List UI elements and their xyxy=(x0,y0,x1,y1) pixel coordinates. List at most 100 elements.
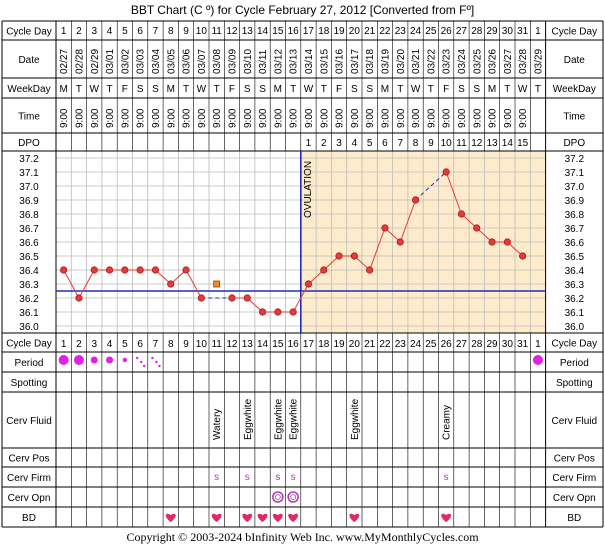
y-tick-label: 36.5 xyxy=(19,252,39,263)
row-label-period: Period xyxy=(15,358,44,369)
weekday-label: F xyxy=(443,84,449,95)
cycle-day-number: 23 xyxy=(395,26,407,37)
cycle-day-number-bottom: 1 xyxy=(61,339,67,350)
cerv-open-icon xyxy=(272,491,284,503)
weekday-label: S xyxy=(137,84,144,95)
cycle-day-number-bottom: 15 xyxy=(272,339,284,350)
period-spot-dot xyxy=(151,356,154,360)
weekday-label: T xyxy=(397,84,403,95)
cycle-day-number-bottom: 1 xyxy=(535,339,541,350)
cycle-day-number: 24 xyxy=(410,26,422,37)
row-label-weekday: WeekDay xyxy=(7,84,50,95)
date-label: 03/26 xyxy=(488,49,499,74)
temp-line-segment xyxy=(369,227,386,271)
temp-point xyxy=(396,238,404,246)
y-tick-label: 36.6 xyxy=(19,238,39,249)
period-dot xyxy=(106,356,114,364)
y-tick-label: 37.0 xyxy=(19,182,39,193)
time-label: 9:00 xyxy=(380,108,391,128)
date-label: 02/27 xyxy=(59,49,70,74)
weekday-label: T xyxy=(76,84,82,95)
dpo-number: 14 xyxy=(502,138,514,149)
bd-heart-icon xyxy=(349,513,360,522)
row-label-right-dpo: DPO xyxy=(563,138,585,149)
copyright-footer: Copyright © 2003-2024 bInfinity Web Inc.… xyxy=(126,530,479,544)
weekday-label: T xyxy=(535,84,541,95)
row-label-right-cerv-opn: Cerv Opn xyxy=(553,493,596,504)
cycle-day-number-bottom: 5 xyxy=(122,339,128,350)
temp-point xyxy=(121,266,129,274)
date-label: 03/23 xyxy=(442,49,453,74)
cerv-firm-soft: s xyxy=(291,472,296,483)
temp-point xyxy=(228,294,236,302)
dpo-number: 15 xyxy=(517,138,529,149)
time-label: 9:00 xyxy=(426,108,437,128)
cycle-day-number: 22 xyxy=(379,26,391,37)
temp-point xyxy=(151,266,160,274)
cycle-day-number: 28 xyxy=(471,26,483,37)
y-tick-label: 36.2 xyxy=(19,294,39,305)
temp-point xyxy=(289,308,297,316)
time-label: 9:00 xyxy=(472,108,483,128)
cycle-day-number: 5 xyxy=(122,26,128,37)
weekday-label: T xyxy=(428,84,434,95)
cycle-day-number: 6 xyxy=(137,26,143,37)
date-label: 03/17 xyxy=(350,49,361,74)
cycle-day-number: 9 xyxy=(183,26,189,37)
row-label-right-cerv-firm: Cerv Firm xyxy=(552,473,596,484)
dpo-number: 7 xyxy=(397,138,403,149)
time-label: 9:00 xyxy=(136,108,147,128)
time-label: 9:00 xyxy=(105,108,116,128)
row-label-cerv-pos: Cerv Pos xyxy=(8,454,49,465)
bd-heart-icon xyxy=(272,513,283,522)
weekday-label: F xyxy=(122,84,128,95)
bd-heart-icon xyxy=(441,513,452,522)
cerv-firm-soft: s xyxy=(444,472,449,483)
y-tick-label: 36.3 xyxy=(19,280,39,291)
row-label-spotting: Spotting xyxy=(11,378,48,389)
cycle-day-number: 4 xyxy=(107,26,113,37)
time-label: 9:00 xyxy=(59,108,70,128)
dpo-number: 8 xyxy=(413,138,419,149)
cycle-day-number: 16 xyxy=(288,26,300,37)
row-label-cerv-firm: Cerv Firm xyxy=(7,473,51,484)
row-label-cycle-day: Cycle Day xyxy=(6,339,52,350)
cycle-day-number: 18 xyxy=(318,26,330,37)
temp-line-segment xyxy=(399,199,417,243)
y-tick-label: 36.4 xyxy=(19,266,39,277)
y-tick-label-right: 36.8 xyxy=(565,210,585,221)
cycle-day-number: 13 xyxy=(242,26,254,37)
weekday-label: M xyxy=(381,84,389,95)
time-label: 9:00 xyxy=(396,108,407,128)
row-label-right-period: Period xyxy=(560,358,589,369)
weekday-label: S xyxy=(152,84,159,95)
cycle-day-number-bottom: 17 xyxy=(303,339,315,350)
weekday-label: M xyxy=(59,84,67,95)
row-label-cerv-opn: Cerv Opn xyxy=(8,493,51,504)
weekday-label: S xyxy=(351,84,358,95)
time-label: 9:00 xyxy=(289,108,300,128)
period-dot xyxy=(532,355,543,365)
cycle-day-number-bottom: 21 xyxy=(364,339,376,350)
period-spot-dot xyxy=(139,360,143,364)
temp-point xyxy=(457,210,466,218)
time-label: 9:00 xyxy=(120,108,131,128)
time-label: 9:00 xyxy=(350,108,361,128)
period-spot-dot xyxy=(135,356,139,360)
y-tick-label: 36.1 xyxy=(19,308,39,319)
cycle-day-number: 29 xyxy=(486,26,498,37)
date-label: 03/09 xyxy=(227,49,238,74)
cycle-day-number-bottom: 8 xyxy=(168,339,174,350)
bd-heart-icon xyxy=(257,513,268,522)
weekday-label: W xyxy=(197,84,207,95)
time-label: 9:00 xyxy=(503,108,514,128)
y-tick-label: 36.0 xyxy=(19,322,39,333)
y-tick-label-right: 36.3 xyxy=(565,280,585,291)
period-spot-dot xyxy=(155,360,158,364)
y-tick-label-right: 36.4 xyxy=(565,266,585,277)
dpo-number: 13 xyxy=(486,138,498,149)
date-label: 03/29 xyxy=(533,49,544,74)
cerv-fluid-label: Eggwhite xyxy=(289,398,300,440)
temp-line-segment xyxy=(445,171,462,215)
cerv-firm-soft: s xyxy=(245,472,250,483)
